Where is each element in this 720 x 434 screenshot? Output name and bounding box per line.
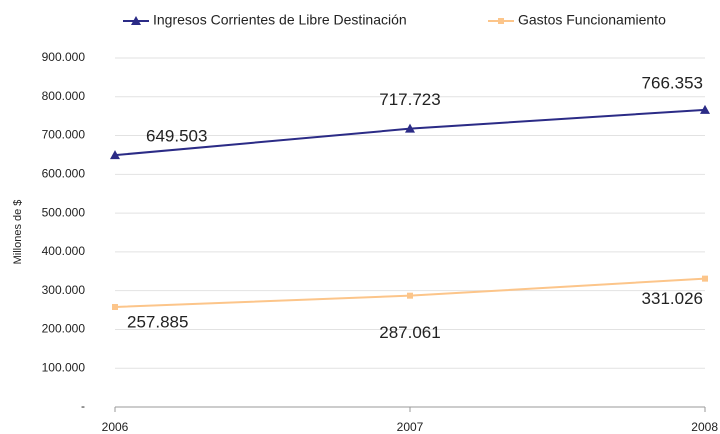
data-label: 766.353 — [642, 73, 703, 92]
y-tick-label: 200.000 — [42, 322, 86, 336]
y-tick-label: - — [81, 399, 85, 413]
point — [405, 123, 415, 133]
point — [112, 303, 118, 310]
x-tick-label: 2006 — [102, 420, 129, 434]
x-tick-label: 2008 — [691, 420, 718, 434]
y-tick-label: 500.000 — [42, 205, 86, 219]
point — [702, 275, 708, 282]
data-label: 287.061 — [379, 323, 440, 342]
y-tick-label: 100.000 — [42, 360, 86, 374]
point — [700, 104, 710, 114]
y-tick-label: 600.000 — [42, 167, 86, 181]
y-tick-label: 400.000 — [42, 244, 86, 258]
point — [407, 292, 413, 299]
y-tick-label: 900.000 — [42, 50, 86, 64]
legend-marker — [498, 18, 504, 24]
y-tick-label: 800.000 — [42, 89, 86, 103]
legend-marker — [131, 16, 141, 25]
y-tick-label: 300.000 — [42, 283, 86, 297]
y-axis-label: Millones de $ — [12, 200, 24, 265]
point — [110, 150, 120, 160]
legend-label: Ingresos Corrientes de Libre Destinación — [153, 12, 407, 28]
data-label: 257.885 — [127, 312, 188, 331]
y-tick-label: 700.000 — [42, 128, 86, 142]
x-tick-label: 2007 — [397, 420, 424, 434]
data-label: 717.723 — [379, 90, 440, 109]
data-label: 649.503 — [146, 127, 207, 146]
legend-label: Gastos Funcionamiento — [518, 12, 666, 28]
data-label: 331.026 — [642, 289, 703, 308]
